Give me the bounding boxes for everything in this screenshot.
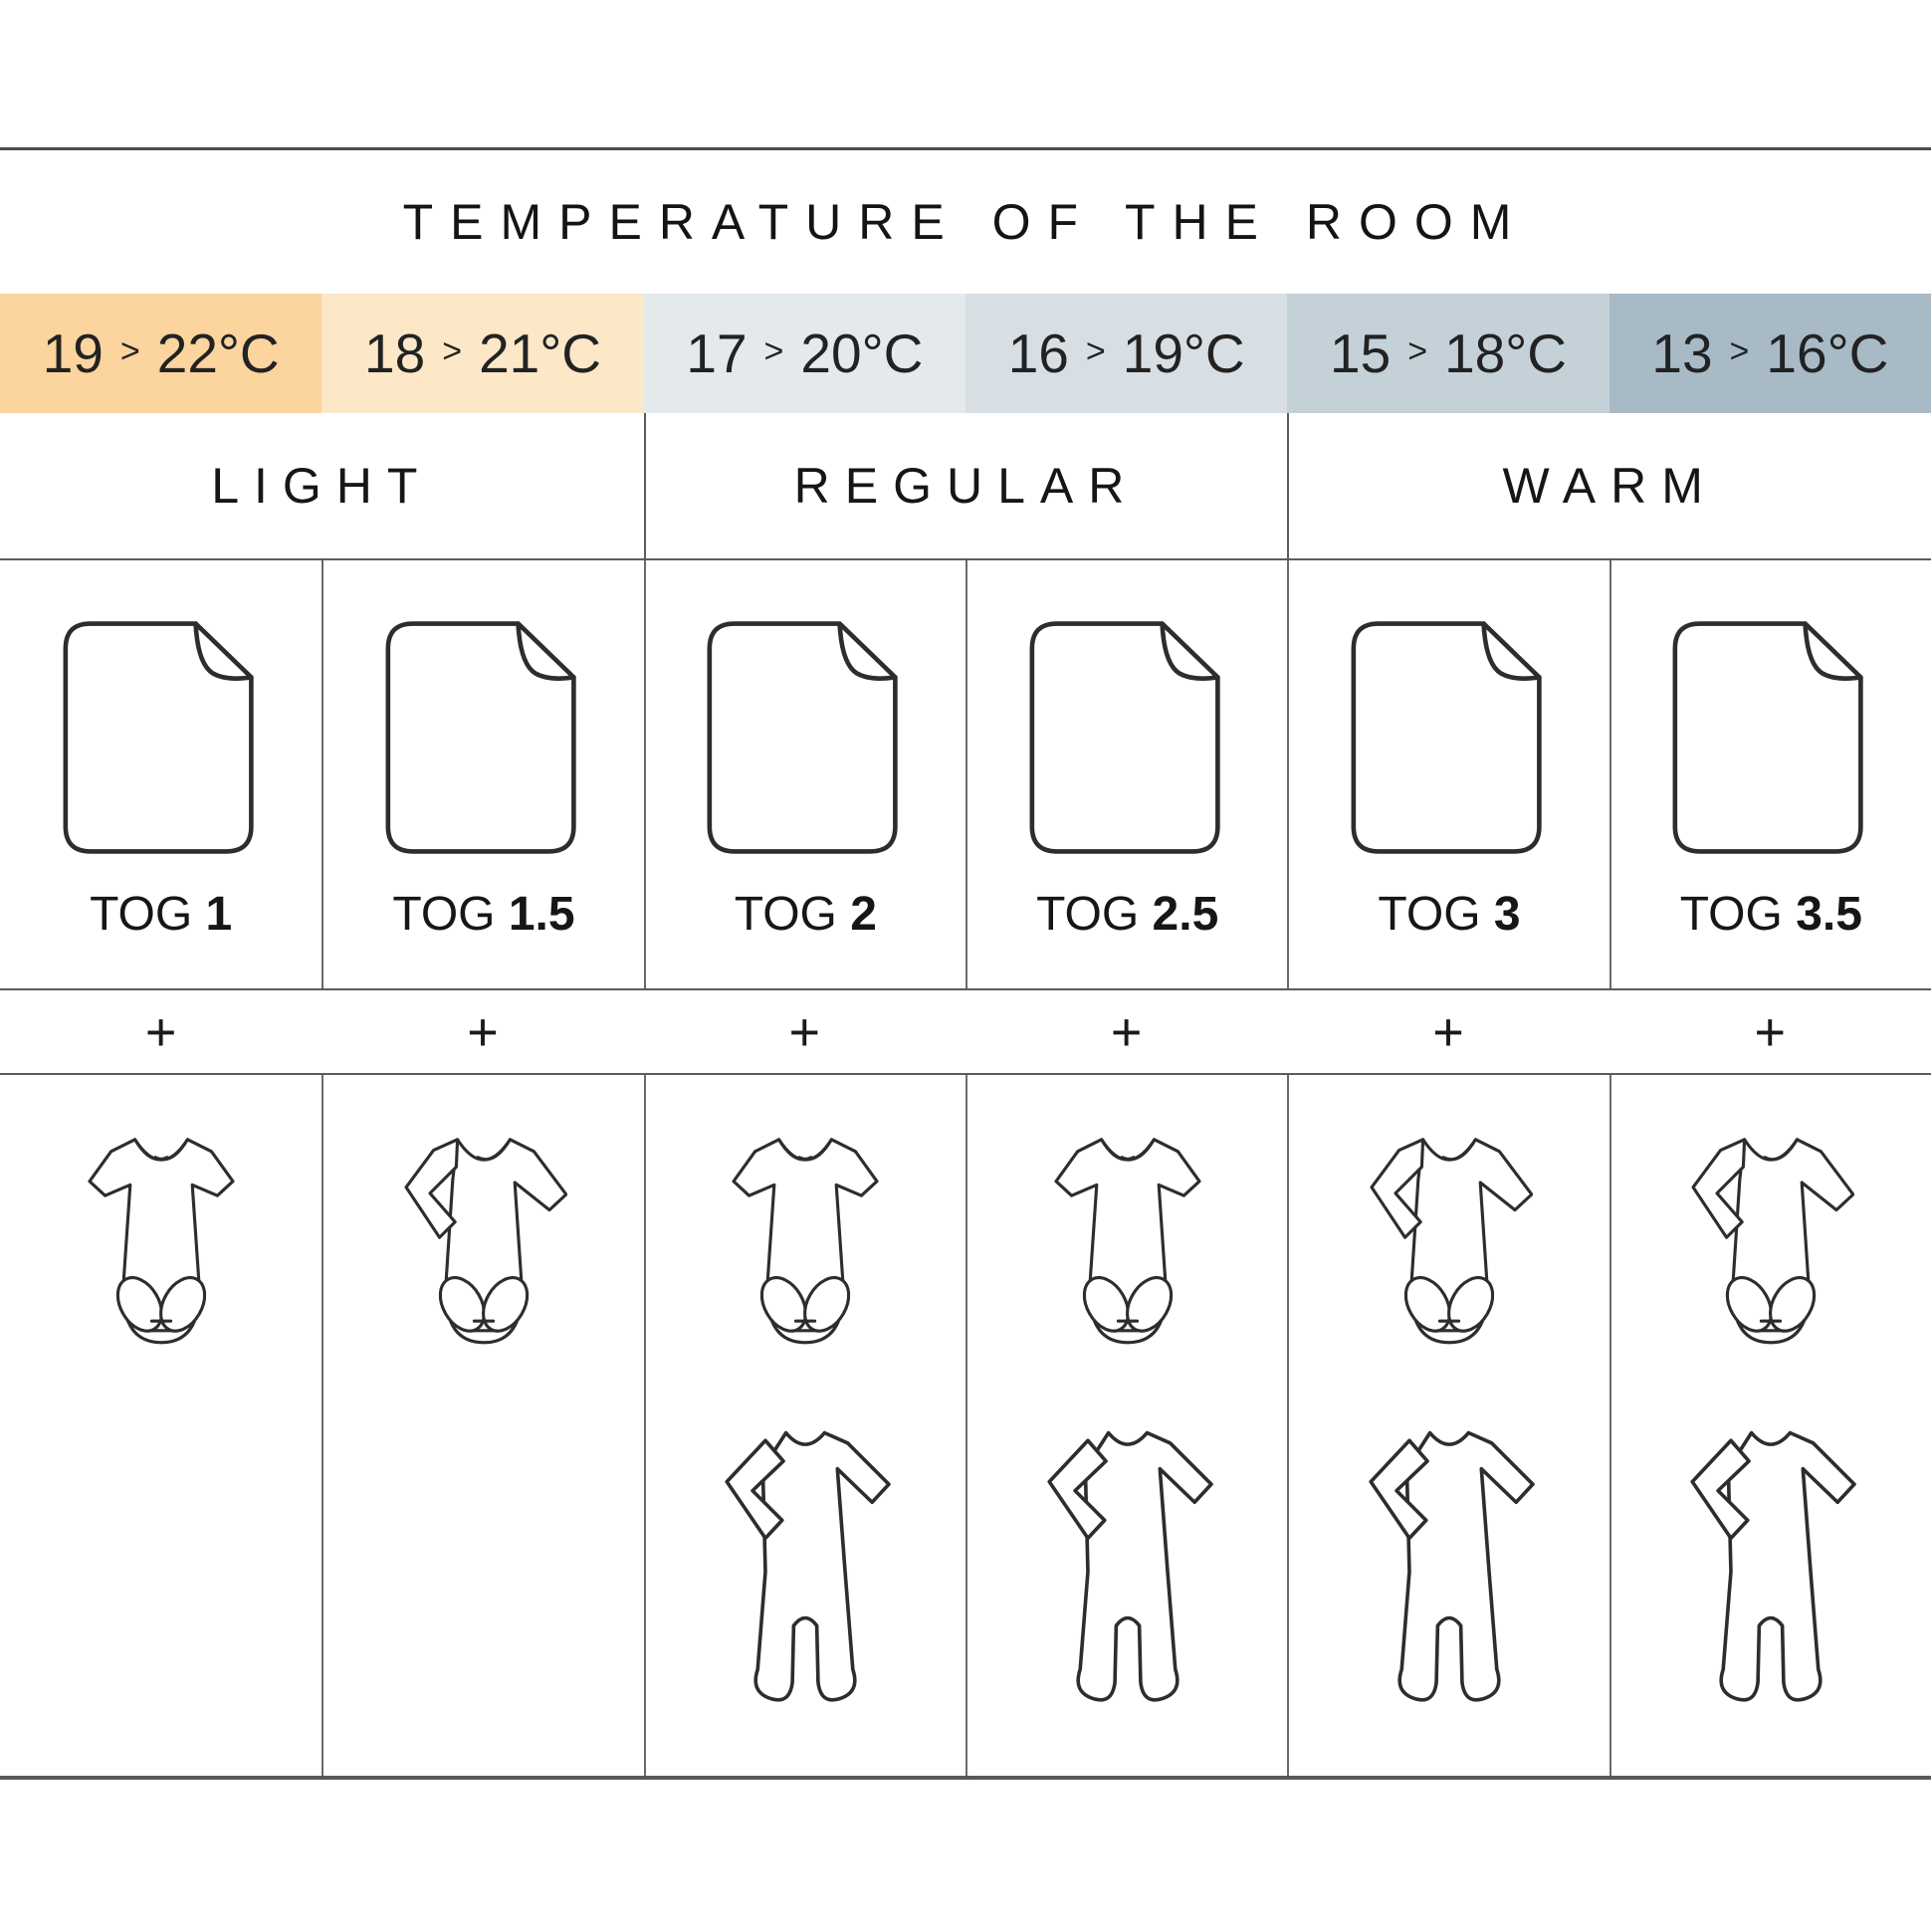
category-warm: WARM bbox=[1287, 413, 1931, 558]
temperature-band-19-22: 19 > 22°C bbox=[0, 294, 322, 413]
category-label: LIGHT bbox=[211, 458, 433, 514]
tog-prefix: TOG bbox=[1036, 888, 1140, 941]
plus-icon: + bbox=[467, 1001, 499, 1062]
tog-label: TOG 3 bbox=[1378, 887, 1520, 942]
blanket-cell-tog-1-5: TOG 1.5 bbox=[322, 560, 643, 988]
plus-cell: + bbox=[1609, 990, 1931, 1073]
plus-icon: + bbox=[1110, 1001, 1143, 1062]
tog-prefix: TOG bbox=[392, 888, 496, 941]
tog-label: TOG 2 bbox=[735, 887, 877, 942]
plus-icon: + bbox=[1754, 1001, 1787, 1062]
clothing-cell-1 bbox=[0, 1075, 322, 1776]
plus-cell: + bbox=[0, 990, 322, 1073]
bodysuit-long-sleeve-icon bbox=[1687, 1123, 1854, 1362]
plus-icon: + bbox=[1432, 1001, 1464, 1062]
plus-cell: + bbox=[1287, 990, 1609, 1073]
greater-than-icon: > bbox=[1407, 331, 1428, 370]
tog-value: 1 bbox=[205, 888, 233, 941]
tog-prefix: TOG bbox=[1679, 888, 1783, 941]
temp-to: 19°C bbox=[1122, 322, 1245, 384]
blanket-icon bbox=[700, 612, 911, 861]
page-title: TEMPERATURE OF THE ROOM bbox=[402, 194, 1529, 250]
footed-sleepsuit-icon bbox=[1031, 1417, 1224, 1726]
blanket-icon bbox=[1665, 612, 1876, 861]
temperature-band-17-20: 17 > 20°C bbox=[643, 294, 966, 413]
temp-from: 17 bbox=[686, 322, 748, 384]
temperature-band-row: 19 > 22°C 18 > 21°C 17 > 20°C 16 > 19°C … bbox=[0, 294, 1931, 413]
tog-value: 2 bbox=[850, 888, 877, 941]
clothing-cell-3 bbox=[643, 1075, 966, 1776]
title-row: TEMPERATURE OF THE ROOM bbox=[0, 150, 1931, 294]
greater-than-icon: > bbox=[119, 331, 140, 370]
bodysuit-long-sleeve-icon bbox=[1366, 1123, 1533, 1362]
plus-icon: + bbox=[788, 1001, 821, 1062]
clothing-row bbox=[0, 1075, 1931, 1780]
plus-cell: + bbox=[966, 990, 1287, 1073]
clothing-cell-4 bbox=[966, 1075, 1287, 1776]
tog-value: 1.5 bbox=[508, 888, 575, 941]
greater-than-icon: > bbox=[1085, 331, 1106, 370]
footed-sleepsuit-icon bbox=[1353, 1417, 1546, 1726]
temperature-band-16-19: 16 > 19°C bbox=[966, 294, 1288, 413]
temp-to: 16°C bbox=[1766, 322, 1889, 384]
temp-from: 16 bbox=[1007, 322, 1069, 384]
plus-icon: + bbox=[144, 1001, 177, 1062]
blanket-icon bbox=[1022, 612, 1233, 861]
bodysuit-short-sleeve-icon bbox=[722, 1123, 889, 1362]
tog-label: TOG 3.5 bbox=[1680, 887, 1862, 942]
tog-label: TOG 1 bbox=[90, 887, 232, 942]
blanket-cell-tog-3: TOG 3 bbox=[1287, 560, 1609, 988]
tog-value: 2.5 bbox=[1152, 888, 1219, 941]
temp-from: 13 bbox=[1651, 322, 1713, 384]
bodysuit-short-sleeve-icon bbox=[1044, 1123, 1211, 1362]
blanket-cell-tog-3-5: TOG 3.5 bbox=[1609, 560, 1931, 988]
temp-to: 18°C bbox=[1444, 322, 1567, 384]
bodysuit-short-sleeve-icon bbox=[78, 1123, 245, 1362]
category-label: WARM bbox=[1502, 458, 1718, 514]
greater-than-icon: > bbox=[763, 331, 784, 370]
temp-to: 20°C bbox=[800, 322, 924, 384]
tog-prefix: TOG bbox=[1378, 888, 1481, 941]
category-regular: REGULAR bbox=[643, 413, 1288, 558]
blanket-icon bbox=[378, 612, 589, 861]
tog-prefix: TOG bbox=[90, 888, 193, 941]
tog-label: TOG 1.5 bbox=[392, 887, 574, 942]
blanket-cell-tog-1: TOG 1 bbox=[0, 560, 322, 988]
temperature-band-13-16: 13 > 16°C bbox=[1609, 294, 1931, 413]
tog-prefix: TOG bbox=[734, 888, 837, 941]
tog-value: 3 bbox=[1493, 888, 1521, 941]
temp-to: 22°C bbox=[156, 322, 280, 384]
category-light: LIGHT bbox=[0, 413, 644, 558]
plus-cell: + bbox=[644, 990, 966, 1073]
bodysuit-long-sleeve-icon bbox=[400, 1123, 567, 1362]
tog-value: 3.5 bbox=[1796, 888, 1862, 941]
clothing-cell-6 bbox=[1609, 1075, 1931, 1776]
top-rule bbox=[0, 147, 1931, 150]
plus-row: + + + + + + bbox=[0, 990, 1931, 1075]
temp-from: 19 bbox=[42, 322, 104, 384]
tog-label: TOG 2.5 bbox=[1036, 887, 1218, 942]
clothing-cell-2 bbox=[322, 1075, 643, 1776]
category-row: LIGHT REGULAR WARM bbox=[0, 413, 1931, 560]
footed-sleepsuit-icon bbox=[1674, 1417, 1867, 1726]
category-label: REGULAR bbox=[793, 458, 1140, 514]
greater-than-icon: > bbox=[1729, 331, 1750, 370]
temp-from: 18 bbox=[364, 322, 426, 384]
blanket-icon bbox=[1344, 612, 1555, 861]
blanket-tog-row: TOG 1 TOG 1.5 TOG 2 TOG 2.5 TOG 3 TOG 3.… bbox=[0, 560, 1931, 990]
greater-than-icon: > bbox=[442, 331, 463, 370]
clothing-cell-5 bbox=[1287, 1075, 1609, 1776]
plus-cell: + bbox=[322, 990, 643, 1073]
blanket-icon bbox=[56, 612, 267, 861]
footed-sleepsuit-icon bbox=[709, 1417, 902, 1726]
temperature-band-15-18: 15 > 18°C bbox=[1287, 294, 1609, 413]
temp-to: 21°C bbox=[479, 322, 601, 384]
temperature-band-18-21: 18 > 21°C bbox=[322, 294, 644, 413]
top-margin bbox=[0, 0, 1931, 147]
blanket-cell-tog-2-5: TOG 2.5 bbox=[966, 560, 1287, 988]
temp-from: 15 bbox=[1330, 322, 1392, 384]
blanket-cell-tog-2: TOG 2 bbox=[643, 560, 966, 988]
